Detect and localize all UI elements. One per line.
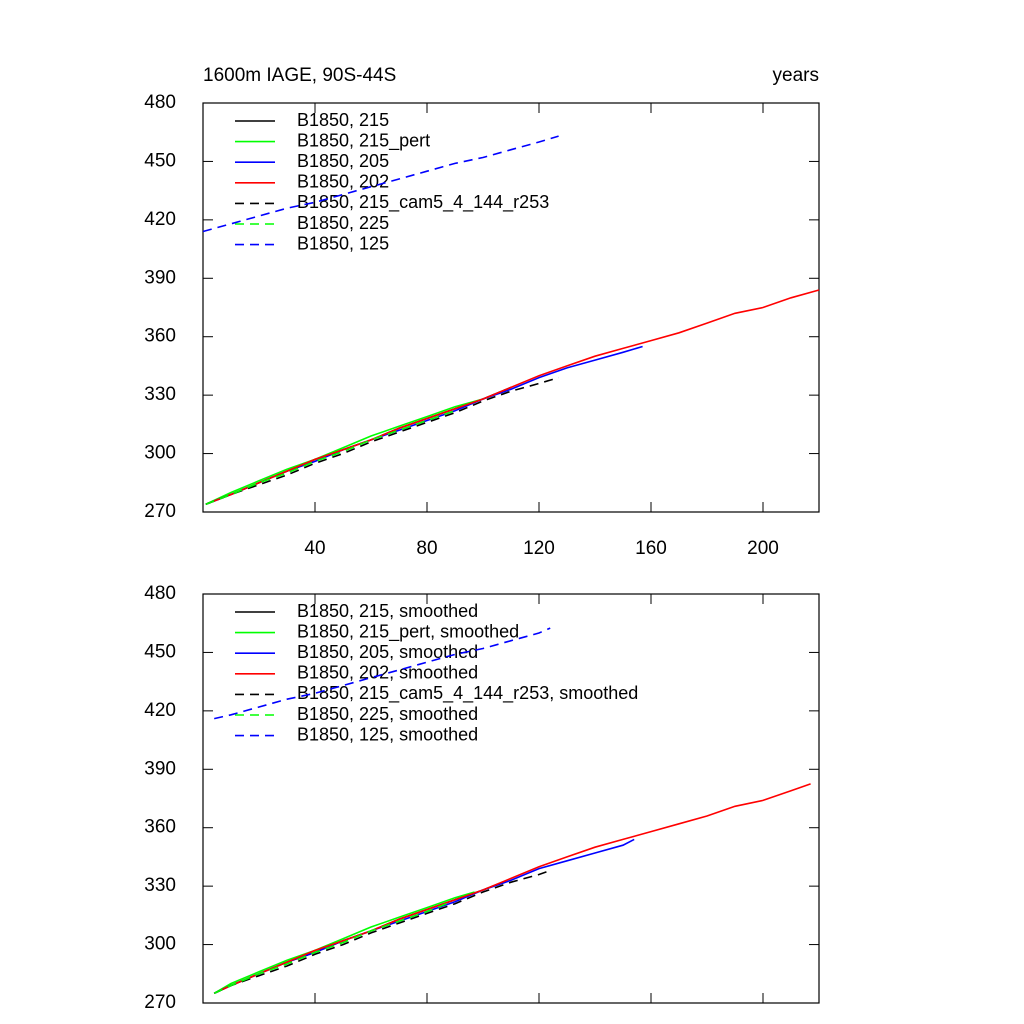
- series-line: [213, 783, 811, 995]
- series-line: [202, 135, 559, 233]
- legend-label: B1850, 225: [297, 213, 389, 233]
- series-line: [213, 902, 447, 995]
- series-line: [205, 398, 484, 505]
- legend-label: B1850, 205: [297, 151, 389, 171]
- plot-frame: [202, 102, 820, 513]
- legend-label: B1850, 125, smoothed: [297, 724, 478, 744]
- y-tick-label: 330: [144, 384, 176, 405]
- series-line: [213, 891, 475, 994]
- legend-label: B1850, 215_pert: [297, 130, 430, 151]
- y-tick-label: 300: [144, 443, 176, 464]
- legend-label: B1850, 215_cam5_4_144_r253: [297, 192, 549, 213]
- y-tick-label: 270: [144, 501, 176, 522]
- x-tick-label: 200: [747, 538, 779, 559]
- x-tick-label: 160: [635, 538, 667, 559]
- chart-title: 1600m IAGE, 90S-44S: [203, 65, 396, 86]
- legend-label: B1850, 202, smoothed: [297, 663, 478, 683]
- legend-label: B1850, 215: [297, 110, 389, 130]
- series-line: [205, 289, 820, 505]
- y-tick-label: 270: [144, 992, 176, 1013]
- legend-label: B1850, 125: [297, 233, 389, 253]
- legend-label: B1850, 205, smoothed: [297, 642, 478, 662]
- y-tick-label: 360: [144, 817, 176, 838]
- y-tick-label: 390: [144, 267, 176, 288]
- y-tick-label: 300: [144, 934, 176, 955]
- x-tick-label: 80: [416, 538, 437, 559]
- y-tick-label: 390: [144, 758, 176, 779]
- y-tick-label: 480: [144, 92, 176, 113]
- legend-label: B1850, 202: [297, 172, 389, 192]
- series-line: [205, 345, 643, 505]
- legend-label: B1850, 215_cam5_4_144_r253, smoothed: [297, 683, 638, 704]
- y-tick-label: 420: [144, 700, 176, 721]
- series-line: [205, 376, 559, 505]
- legend-label: B1850, 225, smoothed: [297, 704, 478, 724]
- y-tick-label: 360: [144, 326, 176, 347]
- series-line: [213, 869, 551, 995]
- series-line: [214, 627, 551, 720]
- y-tick-label: 330: [144, 875, 176, 896]
- legend-label: B1850, 215_pert, smoothed: [297, 621, 519, 642]
- plot-frame: [202, 593, 820, 1004]
- x-tick-label: 40: [304, 538, 325, 559]
- y-tick-label: 450: [144, 641, 176, 662]
- x-axis-label: years: [773, 65, 819, 86]
- y-tick-label: 420: [144, 209, 176, 230]
- y-tick-label: 450: [144, 150, 176, 171]
- legend-label: B1850, 215, smoothed: [297, 601, 478, 621]
- y-tick-label: 480: [144, 583, 176, 604]
- x-tick-label: 120: [523, 538, 555, 559]
